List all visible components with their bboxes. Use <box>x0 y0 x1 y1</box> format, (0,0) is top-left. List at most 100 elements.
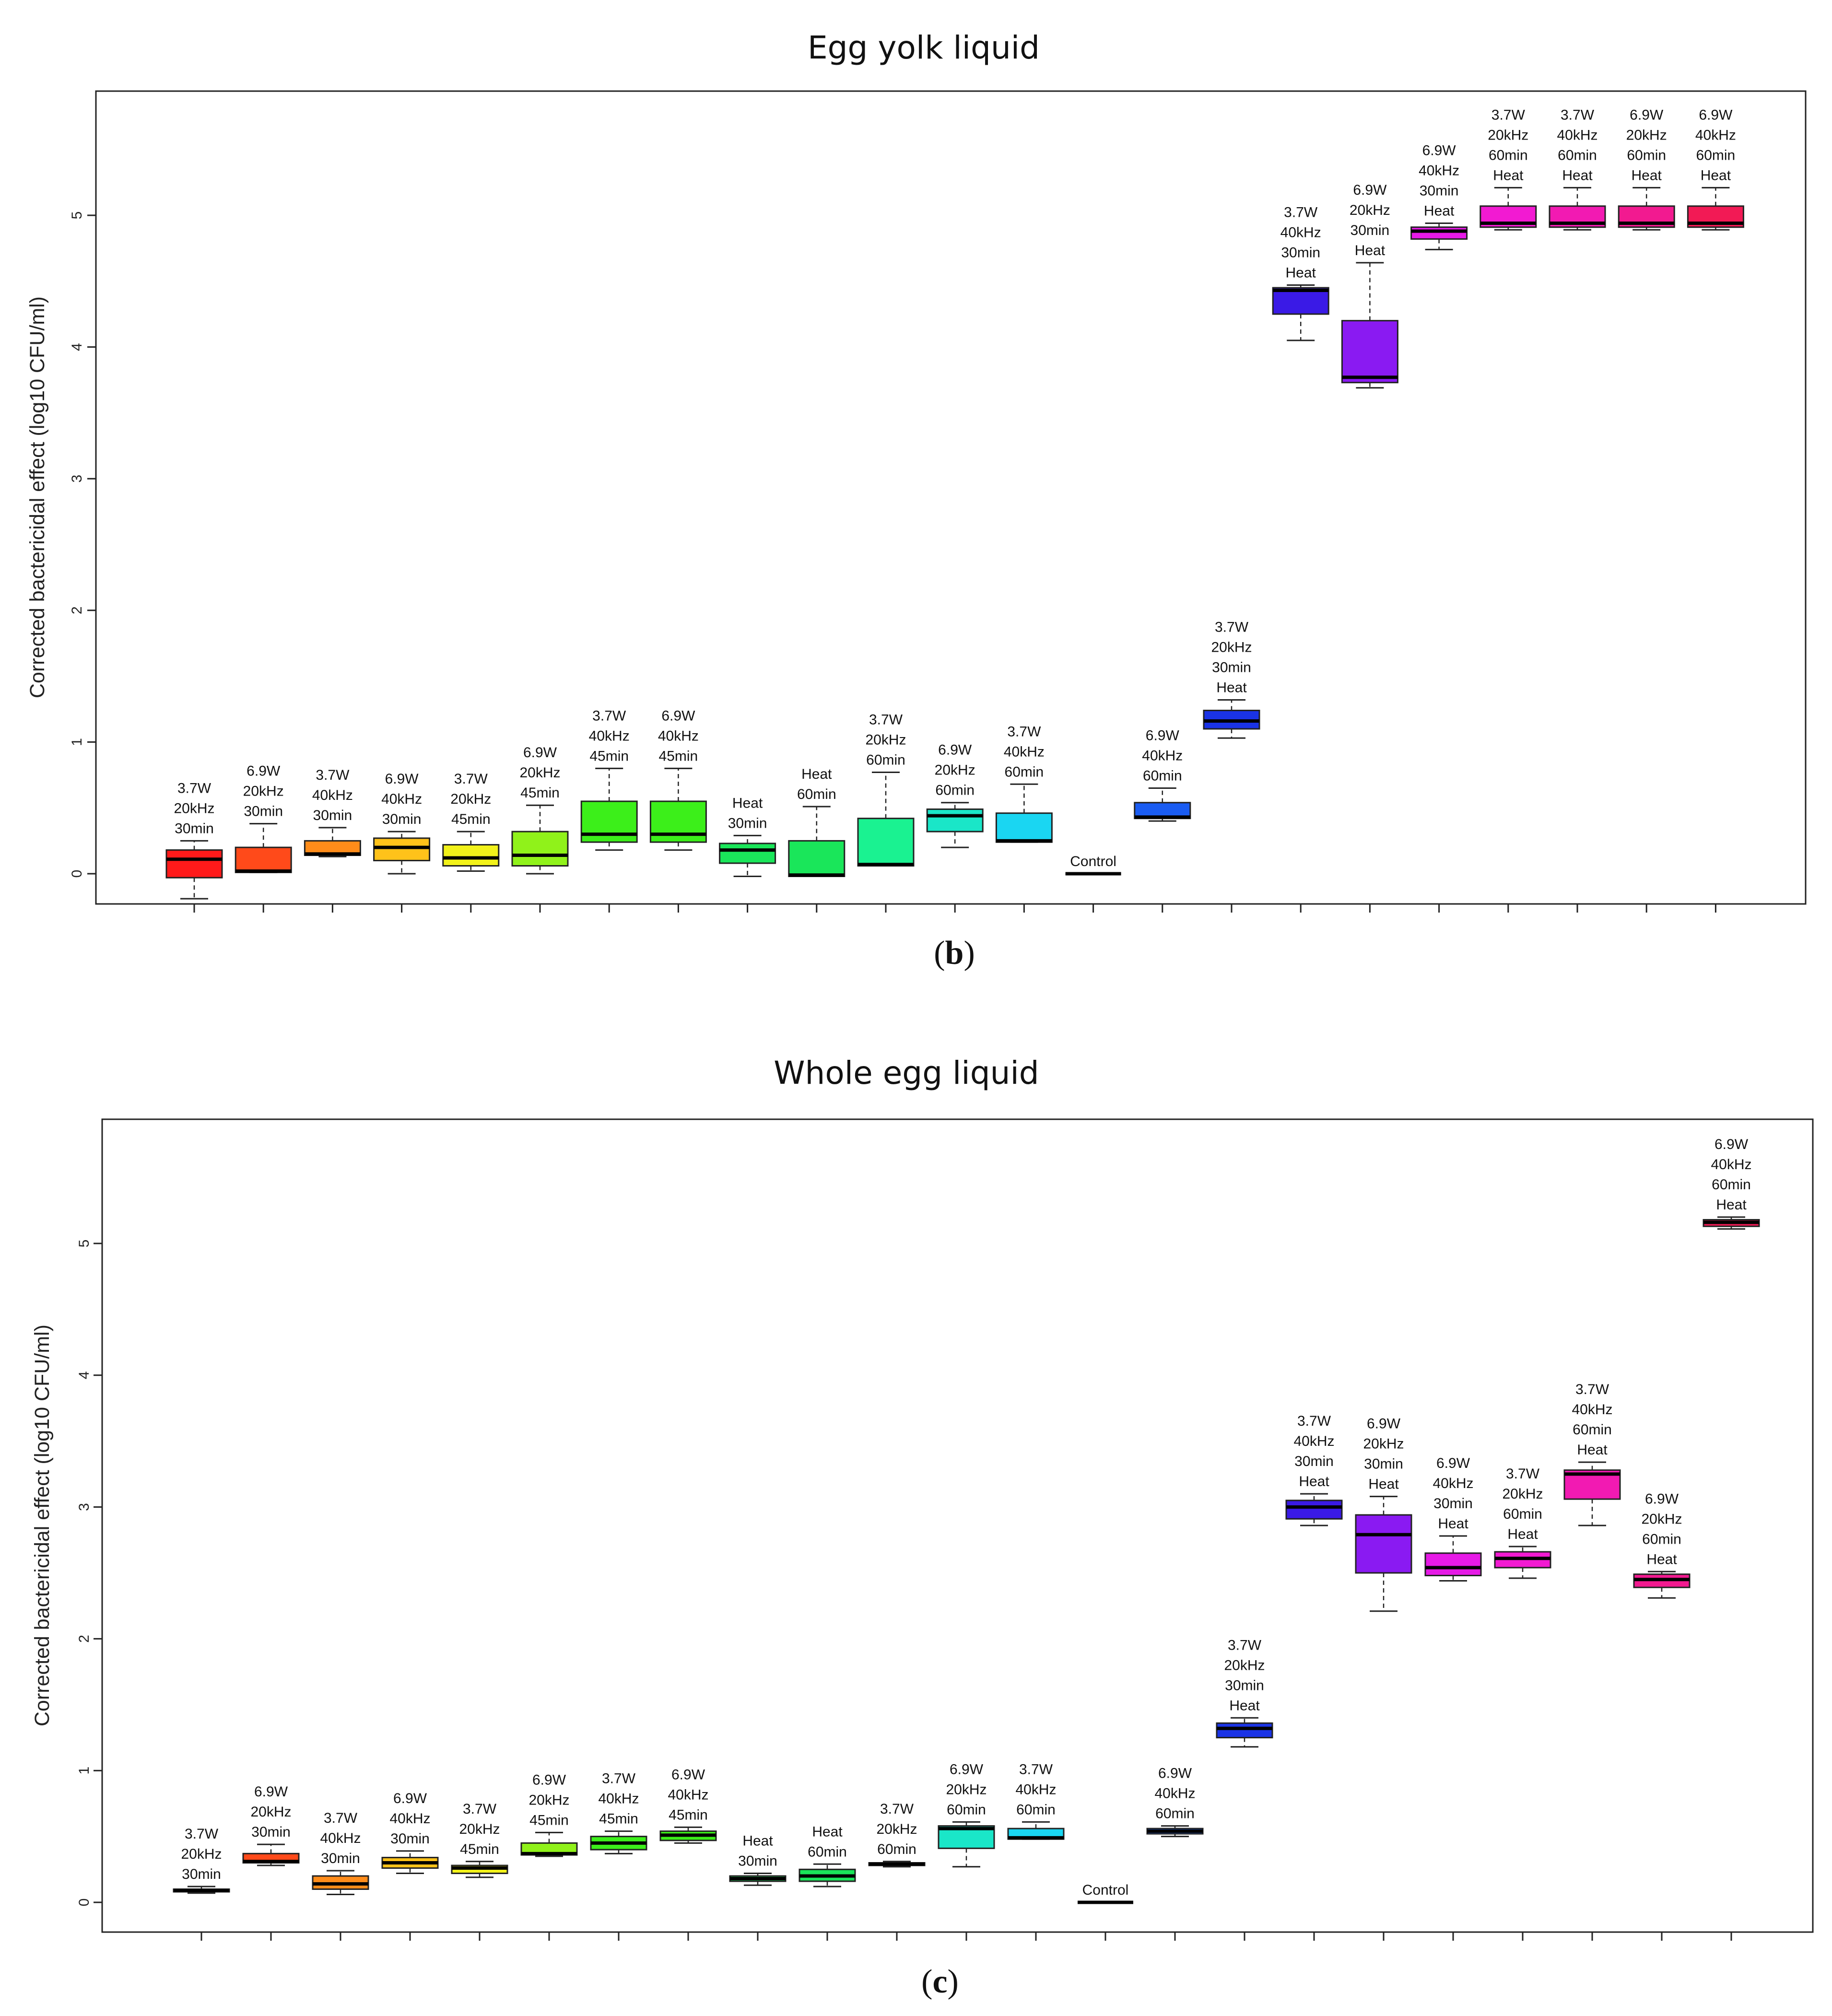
box-label: Heat 30min <box>738 1833 777 1869</box>
box-label: 6.9W 40kHz 60min Heat <box>1711 1137 1751 1213</box>
box-label: 6.9W 20kHz 30min <box>250 1784 291 1840</box>
box-iqr <box>1341 320 1398 384</box>
y-tick-label: 0 <box>76 1899 92 1907</box>
box-label: 3.7W 20kHz 60min <box>865 712 906 768</box>
plot-frame-c <box>101 1118 1814 1933</box>
box-label: 6.9W 40kHz 30min <box>389 1791 430 1847</box>
box-label: 6.9W 40kHz 45min <box>658 708 699 764</box>
box-6: 6.9W 20kHz 45min <box>520 1772 578 1857</box>
box-iqr <box>165 849 223 879</box>
box-label: 3.7W 40kHz 45min <box>598 1771 639 1827</box>
box-10: Heat 60min <box>799 1824 856 1887</box>
box-label: 3.7W 40kHz 45min <box>589 708 630 764</box>
box-16: 3.7W 20kHz 30min Heat <box>1203 620 1260 739</box>
box-5: 3.7W 20kHz 45min <box>451 1801 508 1878</box>
box-11: 3.7W 20kHz 60min <box>857 712 915 867</box>
box-label: 6.9W 20kHz 30min <box>243 763 284 820</box>
box-label: 3.7W 20kHz 45min <box>450 771 491 827</box>
box-label: 3.7W 20kHz 60min Heat <box>1502 1466 1543 1542</box>
box-iqr <box>1424 1552 1482 1576</box>
box-20: 3.7W 20kHz 60min Heat <box>1480 107 1537 231</box>
box-label: 6.9W 20kHz 30min Heat <box>1350 182 1390 258</box>
x-axis-b <box>193 904 1716 913</box>
y-tick-label: 1 <box>76 1767 92 1775</box>
y-axis-label-b: Corrected bactericidal effect (log10 CFU… <box>26 296 49 698</box>
box-iqr <box>788 840 846 877</box>
box-label: 3.7W 20kHz 60min Heat <box>1488 107 1528 183</box>
box-3: 3.7W 40kHz 30min <box>312 1810 369 1896</box>
box-label: 6.9W 20kHz 30min Heat <box>1363 1416 1404 1492</box>
box-15: 6.9W 40kHz 60min <box>1134 728 1191 822</box>
box-label: 3.7W 20kHz 30min <box>174 780 214 836</box>
box-12: 6.9W 20kHz 60min <box>926 742 984 848</box>
box-iqr <box>1410 226 1468 240</box>
y-tick-label: 0 <box>69 870 85 878</box>
box-2: 6.9W 20kHz 30min <box>235 763 292 873</box>
box-1: 3.7W 20kHz 30min <box>165 780 223 900</box>
box-label: 3.7W 40kHz 60min <box>1015 1761 1056 1817</box>
box-20: 3.7W 20kHz 60min Heat <box>1494 1466 1551 1579</box>
box-1: 3.7W 20kHz 30min <box>173 1826 230 1894</box>
chart-title-b: Egg yolk liquid <box>808 29 1040 66</box>
box-iqr <box>235 846 292 873</box>
box-label: 3.7W 40kHz 30min <box>312 767 353 823</box>
box-9: Heat 30min <box>729 1833 787 1886</box>
box-16: 3.7W 20kHz 30min Heat <box>1216 1637 1273 1748</box>
y-axis-b: 0 1 2 3 4 5 <box>69 211 96 878</box>
box-8: 6.9W 40kHz 45min <box>659 1767 717 1844</box>
box-4: 6.9W 40kHz 30min <box>373 771 431 875</box>
box-label: Heat 30min <box>728 795 767 831</box>
box-label: 6.9W 40kHz 60min Heat <box>1695 107 1736 183</box>
box-iqr <box>1216 1722 1273 1738</box>
chart-title-c: Whole egg liquid <box>774 1055 1039 1091</box>
box-6: 6.9W 20kHz 45min <box>511 745 569 875</box>
box-15: 6.9W 40kHz 60min <box>1146 1766 1204 1838</box>
box-label: 3.7W 40kHz 60min Heat <box>1557 107 1597 183</box>
box-5: 3.7W 20kHz 45min <box>442 771 500 872</box>
box-23: 6.9W 40kHz 60min Heat <box>1703 1137 1760 1230</box>
box-12: 6.9W 20kHz 60min <box>938 1761 995 1868</box>
box-label: 6.9W 40kHz 60min <box>1154 1766 1195 1822</box>
box-23: 6.9W 40kHz 60min Heat <box>1687 107 1744 231</box>
box-iqr <box>442 844 500 867</box>
box-label: 3.7W 20kHz 45min <box>459 1801 500 1857</box>
box-21: 3.7W 40kHz 60min Heat <box>1549 107 1606 231</box>
box-14: Control <box>1078 1882 1133 1904</box>
box-label: Control <box>1082 1882 1129 1898</box>
box-label: 6.9W 20kHz 60min Heat <box>1641 1491 1682 1567</box>
box-label: Heat 60min <box>797 766 836 802</box>
box-label: 3.7W 40kHz 30min <box>320 1810 361 1866</box>
box-label: 3.7W 20kHz 30min Heat <box>1224 1637 1265 1713</box>
box-19: 6.9W 40kHz 30min Heat <box>1410 142 1468 250</box>
y-tick-label: 2 <box>69 606 85 614</box>
y-tick-label: 2 <box>76 1635 92 1643</box>
y-tick-label: 5 <box>69 211 85 220</box>
box-4: 6.9W 40kHz 30min <box>381 1791 439 1875</box>
x-axis-c <box>200 1932 1732 1941</box>
y-tick-label: 4 <box>69 343 85 351</box>
box-iqr <box>1285 1500 1343 1520</box>
box-label: Control <box>1070 854 1116 869</box>
box-iqr <box>1272 287 1329 315</box>
y-axis-c: 0 1 2 3 4 5 <box>76 1240 102 1907</box>
y-tick-label: 3 <box>69 475 85 483</box>
box-label: 3.7W 40kHz 60min <box>1004 724 1045 780</box>
box-iqr <box>580 800 638 843</box>
box-label: 6.9W 20kHz 60min Heat <box>1626 107 1667 183</box>
box-11: 3.7W 20kHz 60min <box>868 1801 926 1868</box>
box-13: 3.7W 40kHz 60min <box>995 724 1053 843</box>
box-13: 3.7W 40kHz 60min <box>1007 1761 1065 1840</box>
box-label: 6.9W 40kHz 60min <box>1142 728 1183 784</box>
chart-panel-b: Egg yolk liquid Corrected bactericidal e… <box>26 29 1807 972</box>
box-label: 3.7W 40kHz 30min Heat <box>1293 1413 1334 1489</box>
box-label: 6.9W 20kHz 60min <box>946 1761 986 1817</box>
y-tick-label: 5 <box>76 1240 92 1248</box>
box-3: 3.7W 40kHz 30min <box>304 767 361 857</box>
box-21: 3.7W 40kHz 60min Heat <box>1563 1382 1621 1526</box>
box-label: 6.9W 40kHz 30min <box>381 771 422 827</box>
boxplot-series-c: 3.7W 20kHz 30min 6.9W 20kHz 30min 3.7W 40kHz 30m… <box>173 1137 1760 1904</box>
y-tick-label: 3 <box>76 1503 92 1511</box>
box-7: 3.7W 40kHz 45min <box>580 708 638 851</box>
boxplot-series-b: 3.7W 20kHz 30min 6.9W 20kHz 30min 3.7W 40kHz 30m… <box>165 107 1744 900</box>
